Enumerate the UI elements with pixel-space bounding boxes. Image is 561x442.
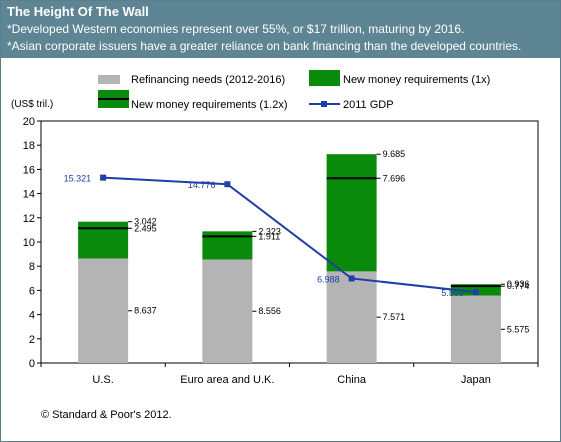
gdp-data-label: 15.321 [64,174,92,184]
data-label-refinancing: 5.575 [507,324,530,334]
legend-marker-gdp [321,101,327,107]
x-tick-label: U.S. [92,374,113,386]
legend-label-gdp: 2011 GDP [343,99,394,111]
data-label-new-money-1x: 0.936 [507,279,530,289]
gdp-point [348,275,355,282]
data-label-refinancing: 8.637 [134,306,157,316]
y-tick-label: 14 [23,189,35,201]
y-tick-label: 18 [23,140,35,152]
data-label-refinancing: 7.571 [383,312,406,322]
gdp-data-label: 6.988 [317,274,340,284]
y-tick-label: 0 [29,358,35,370]
copyright-footnote: © Standard & Poor's 2012. [41,409,172,421]
x-tick-label: Japan [461,374,491,386]
y-tick-label: 12 [23,213,35,225]
gdp-point [100,174,107,181]
legend-label-new-money-1-2x: New money requirements (1.2x) [131,99,288,111]
chart-svg: Refinancing needs (2012-2016) New money r… [11,70,539,386]
gdp-line [103,176,476,294]
bar-refinancing [326,271,377,363]
bar-new-money-1x [78,221,129,259]
header-banner: The Height Of The Wall *Developed Wester… [1,1,560,58]
data-label-new-money-1x: 9.685 [383,149,406,159]
bar-refinancing [202,259,253,363]
bar-refinancing [78,258,129,363]
legend-label-new-money-1x: New money requirements (1x) [343,74,490,86]
y-tick-label: 4 [29,310,35,322]
bar-new-money-1x [326,154,377,272]
y-tick-label: 20 [23,116,35,128]
x-tick-label: Euro area and U.K. [180,374,274,386]
bar-refinancing [450,295,501,363]
gdp-point [472,289,479,296]
gdp-data-label: 5.855 [441,288,464,298]
chart-subtitle-2: *Asian corporate issuers have a greater … [7,39,522,53]
gdp-data-label: 14.776 [188,180,216,190]
y-tick-label: 2 [29,334,35,346]
data-label-new-money-1-2x: 7.696 [383,173,406,183]
legend-swatch-new-money-1x [309,70,340,86]
y-tick-label: 6 [29,285,35,297]
data-label-new-money-1x: 3.042 [134,217,157,227]
x-tick-label: China [337,374,367,386]
data-label-new-money-1-2x: 2.495 [134,223,157,233]
gdp-point [224,181,231,188]
y-axis-label: (US$ tril.) [11,99,53,110]
data-label-refinancing: 8.556 [258,306,281,316]
legend-swatch-refinancing [98,75,120,84]
data-label-new-money-1-2x: 1.911 [258,231,280,241]
legend-label-refinancing: Refinancing needs (2012-2016) [131,74,285,86]
y-tick-label: 16 [23,164,35,176]
data-label-new-money-1-2x: 0.774 [507,281,530,291]
chart-subtitle-1: *Developed Western economies represent o… [7,22,465,36]
chart-title: The Height Of The Wall [7,4,149,19]
y-tick-label: 8 [29,261,35,273]
data-label-new-money-1x: 2.323 [258,226,281,236]
y-tick-label: 10 [23,237,35,249]
